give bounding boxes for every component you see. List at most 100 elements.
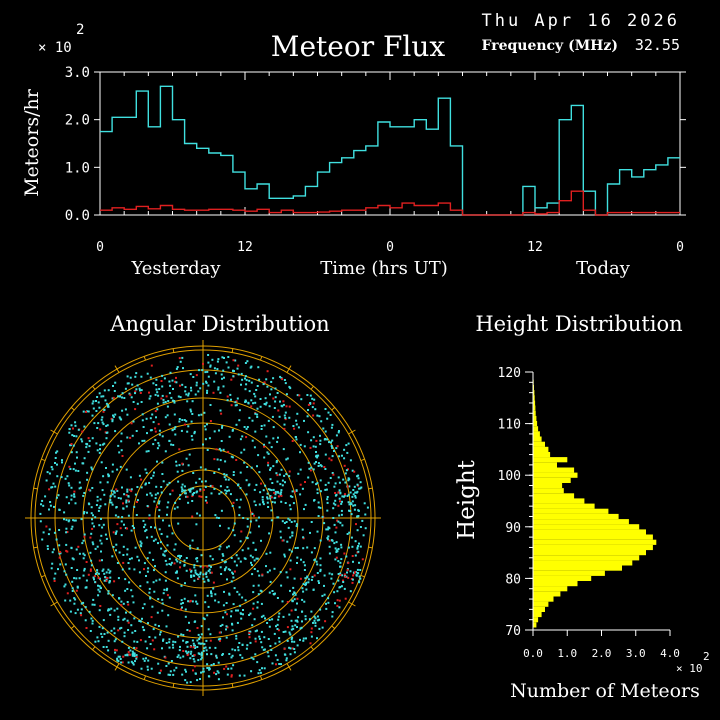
height-bar [533, 477, 571, 483]
polar-dot [282, 403, 285, 406]
polar-dot [175, 381, 178, 384]
polar-dot [237, 609, 239, 612]
polar-dot [263, 636, 266, 639]
polar-dot [270, 649, 273, 651]
polar-dot [326, 417, 329, 420]
polar-dot [262, 614, 265, 617]
polar-dot [191, 515, 194, 518]
polar-dot [97, 401, 100, 404]
polar-dot [234, 401, 237, 404]
polar-dot [68, 484, 71, 487]
polar-dot [228, 593, 231, 596]
polar-dot [99, 586, 102, 589]
polar-dot [274, 400, 277, 403]
polar-dot [289, 495, 292, 498]
polar-dot [193, 564, 196, 567]
polar-dot [149, 597, 152, 600]
polar-dot [166, 587, 169, 590]
polar-dot [285, 473, 288, 476]
polar-dot [184, 423, 186, 426]
polar-dot [158, 429, 161, 432]
polar-dot [165, 549, 167, 552]
polar-dot [214, 599, 217, 602]
polar-dot [253, 559, 256, 562]
polar-dot [244, 375, 247, 378]
polar-dot [335, 447, 338, 450]
polar-dot [89, 630, 92, 632]
polar-dot [193, 654, 196, 657]
polar-dot [111, 397, 114, 400]
polar-dot [101, 569, 104, 572]
polar-dot [107, 475, 110, 478]
polar-dot [224, 460, 227, 463]
polar-dot [113, 627, 116, 630]
polar-dot [189, 645, 192, 648]
polar-dot [173, 507, 176, 510]
polar-dot [335, 541, 338, 544]
polar-dot [152, 628, 155, 631]
polar-dot [279, 400, 281, 403]
polar-dot [256, 570, 259, 573]
polar-dot [276, 392, 279, 394]
polar-dot [353, 485, 356, 488]
polar-dot [277, 629, 280, 632]
polar-dot [233, 587, 236, 590]
height-bar [533, 586, 568, 592]
polar-dot [101, 489, 104, 492]
polar-dot [83, 492, 86, 494]
polar-dot [90, 617, 93, 620]
polar-dot [285, 571, 288, 574]
polar-dot [74, 462, 76, 465]
polar-dot [213, 472, 216, 474]
polar-dot [140, 667, 143, 670]
polar-dot [238, 419, 241, 422]
polar-dot [209, 420, 212, 422]
polar-dot [148, 551, 151, 554]
polar-dot [333, 542, 336, 545]
polar-dot [145, 575, 147, 577]
polar-dot [288, 416, 291, 419]
polar-dot [208, 564, 211, 567]
polar-dot [181, 602, 184, 604]
polar-dot [347, 442, 350, 445]
polar-dot [186, 629, 189, 631]
polar-dot [284, 417, 287, 419]
polar-dot [120, 534, 123, 537]
polar-dot [296, 626, 298, 628]
polar-dot [235, 498, 238, 501]
polar-tick [231, 348, 234, 353]
polar-dot [225, 492, 228, 495]
polar-dot [148, 481, 151, 484]
polar-dot [342, 581, 345, 583]
polar-dot [201, 653, 203, 656]
polar-dot [128, 392, 131, 395]
polar-dot [244, 599, 247, 602]
polar-dot [126, 619, 129, 622]
polar-dot [272, 488, 275, 491]
polar-dot [114, 413, 117, 416]
height-x-ticks: 0.0 1.0 2.0 3.0 4.0 [523, 630, 680, 660]
polar-dot [167, 400, 170, 402]
polar-dot [316, 414, 319, 417]
polar-dot [358, 581, 361, 584]
polar-dot [317, 454, 320, 457]
polar-dot [138, 620, 141, 622]
polar-dot [177, 480, 180, 483]
flux-x-tick-label: 12 [527, 240, 543, 255]
polar-dot [126, 527, 128, 530]
polar-dot [135, 657, 138, 660]
polar-dot [250, 365, 253, 368]
polar-dot [239, 604, 242, 607]
polar-dot [126, 588, 129, 590]
polar-dot [111, 555, 114, 558]
polar-dot [140, 545, 143, 548]
polar-dot [189, 599, 192, 602]
polar-dot [168, 563, 171, 565]
polar-dot [325, 602, 327, 605]
polar-dot [121, 455, 124, 457]
flux-y-multiplier-exp: 2 [76, 22, 84, 38]
polar-dot [193, 492, 195, 494]
polar-dot [254, 653, 257, 656]
polar-dot [187, 650, 190, 653]
